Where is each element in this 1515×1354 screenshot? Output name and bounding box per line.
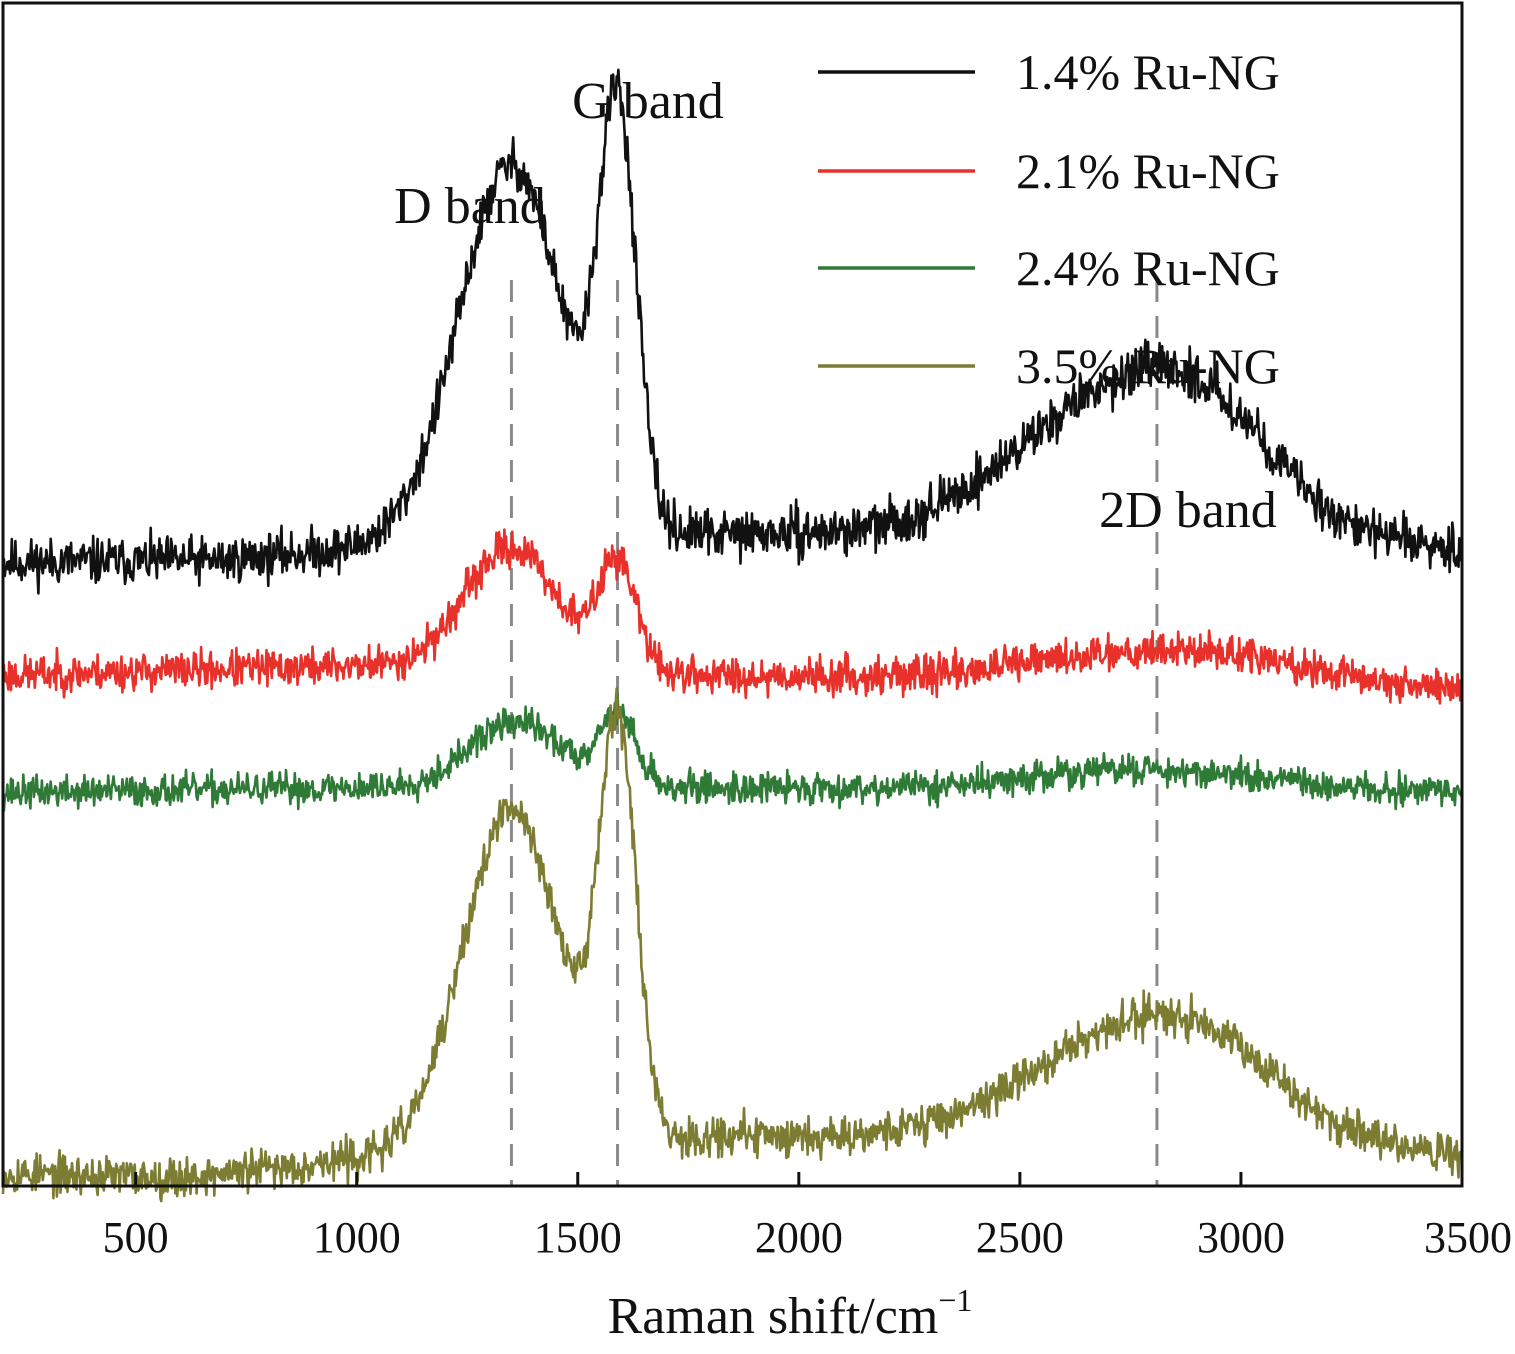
legend-label-0: 1.4% Ru-NG [1016, 44, 1280, 100]
plot-frame [1, 1, 1464, 1188]
x-tick-label-5: 3000 [1197, 1213, 1285, 1262]
x-tick-label-6: 3500 [1424, 1213, 1512, 1262]
series-line-1 [1, 528, 1464, 705]
x-axis-label: Raman shift/cm−1 [608, 1282, 973, 1345]
x-axis-label-text: Raman shift/cm [608, 1288, 939, 1345]
x-tick-label-2: 1500 [534, 1213, 622, 1262]
x-tick-label-3: 2000 [755, 1213, 843, 1262]
x-axis-ticks: 500 1000 1500 2000 2500 3000 3500 [103, 1172, 1512, 1262]
legend-label-3: 3.5% Ru-NG [1016, 338, 1280, 394]
reference-lines [509, 280, 1159, 1186]
legend-label-1: 2.1% Ru-NG [1016, 143, 1280, 199]
series-line-0 [1, 68, 1464, 595]
legend-label-2: 2.4% Ru-NG [1016, 240, 1280, 296]
series-line-2 [1, 692, 1464, 812]
x-tick-label-1: 1000 [313, 1213, 401, 1262]
annotation-d-band: D band [394, 178, 546, 235]
plot-background [3, 3, 1462, 1186]
legend: 1.4% Ru-NG 2.1% Ru-NG 2.4% Ru-NG 3.5% Ru-NG [818, 44, 1280, 394]
band-annotations: G band D band 2D band [394, 73, 1277, 539]
series-line-3 [1, 687, 1464, 1203]
x-tick-label-0: 500 [103, 1213, 169, 1262]
series-group [1, 68, 1464, 1203]
x-tick-label-4: 2500 [976, 1213, 1064, 1262]
x-axis-label-superscript: −1 [938, 1282, 972, 1318]
annotation-g-band: G band [572, 73, 724, 130]
annotation-2d-band: 2D band [1099, 482, 1277, 539]
